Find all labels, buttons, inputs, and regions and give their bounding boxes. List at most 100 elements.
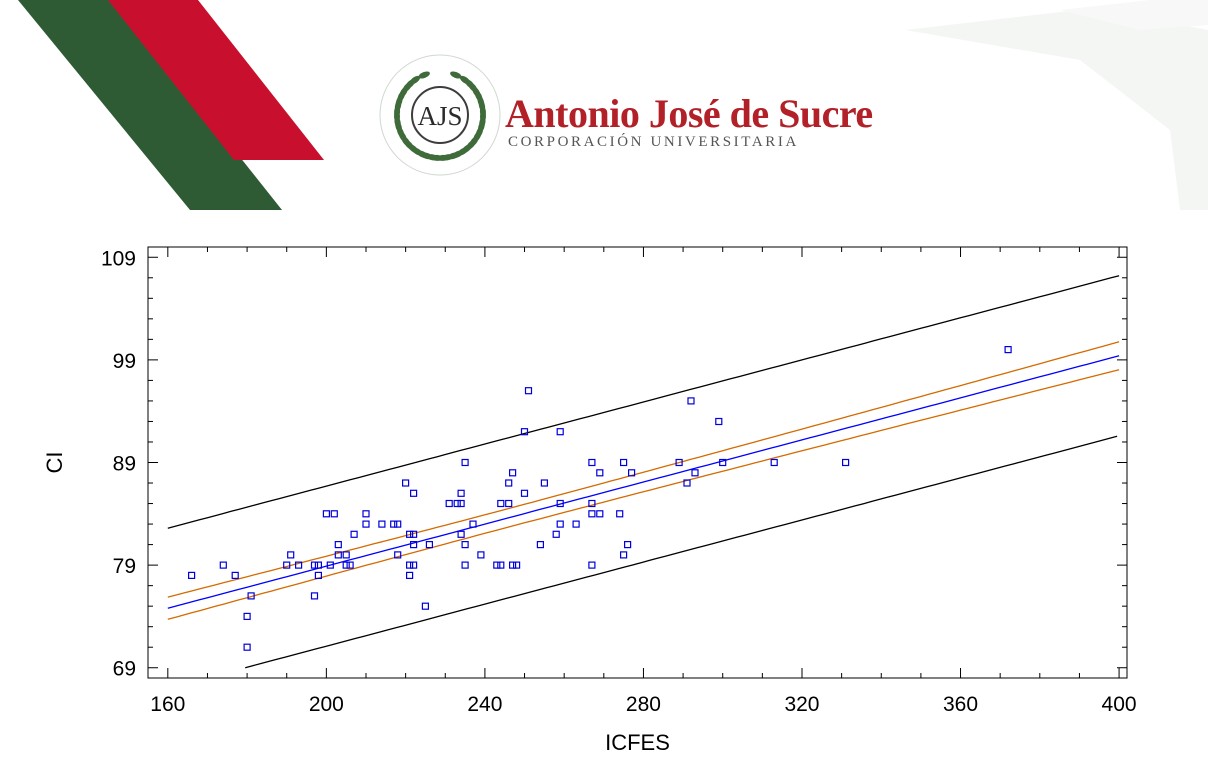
x-tick-label: 160 <box>150 693 185 716</box>
data-point <box>219 561 227 569</box>
green-stripe <box>18 0 282 210</box>
data-point <box>350 530 358 538</box>
data-point <box>342 551 350 559</box>
confidence-upper <box>167 341 1120 598</box>
data-point <box>461 561 469 569</box>
data-point <box>314 571 322 579</box>
laurel-leaf <box>479 116 486 129</box>
laurel-leaf <box>475 126 484 138</box>
data-point <box>556 499 564 508</box>
data-point <box>588 510 596 518</box>
data-point <box>520 489 529 497</box>
data-point <box>322 510 330 518</box>
data-point <box>406 561 414 569</box>
data-point <box>394 520 402 528</box>
data-point <box>520 428 529 436</box>
header-graphics: AJS <box>18 0 1208 210</box>
data-point <box>619 551 628 559</box>
data-point <box>425 541 433 549</box>
data-point <box>588 561 596 569</box>
axis-ticks: 160 200 240 280 320 360 400 69 79 89 99 109 <box>101 247 1137 716</box>
data-point <box>310 561 319 569</box>
x-axis-label: ICFES <box>605 730 670 755</box>
scatter-chart: 160 200 240 280 320 360 400 69 79 89 99 109 ICFES C… <box>42 246 1137 755</box>
laurel-leaf <box>418 71 430 79</box>
laurel-leaf <box>394 116 401 129</box>
laurel-leaf <box>451 150 464 158</box>
laurel-leaf <box>396 126 405 138</box>
data-point <box>406 530 414 538</box>
y-axis-label: CI <box>42 452 67 474</box>
data-point <box>406 571 414 579</box>
prediction-upper <box>167 275 1120 529</box>
data-point <box>505 499 513 508</box>
data-point <box>402 479 410 487</box>
data-point <box>556 428 564 436</box>
data-point <box>410 541 418 549</box>
prediction-lower <box>245 435 1118 669</box>
data-point <box>715 417 723 426</box>
plot-frame <box>147 246 1128 679</box>
laurel-leaf <box>401 136 411 147</box>
data-point <box>1004 346 1012 354</box>
data-point <box>536 541 545 549</box>
data-point <box>505 479 513 487</box>
data-point <box>346 561 354 569</box>
brand-subtitle: CORPORACIÓN UNIVERSITARIA <box>508 134 799 150</box>
data-point <box>687 397 695 405</box>
data-point <box>616 510 624 518</box>
data-point <box>683 479 691 487</box>
data-points <box>188 346 1012 651</box>
laurel-leaf <box>450 71 462 79</box>
laurel-leaf <box>416 150 429 158</box>
laurel-leaf <box>408 144 419 154</box>
y-tick-label: 109 <box>101 247 136 270</box>
data-point <box>314 561 322 569</box>
data-point <box>231 571 239 579</box>
data-point <box>497 561 505 569</box>
leaf-watermark <box>905 8 1208 210</box>
laurel-leaf <box>469 136 479 147</box>
laurel-wreath-icon <box>393 71 487 161</box>
data-point <box>512 561 521 569</box>
data-point <box>390 520 398 528</box>
data-point <box>457 489 465 497</box>
data-point <box>497 499 505 508</box>
data-point <box>524 387 533 395</box>
x-tick-label: 320 <box>784 693 819 716</box>
laurel-leaf <box>405 79 416 89</box>
data-point <box>243 612 251 620</box>
data-point <box>453 499 461 508</box>
data-point <box>675 458 683 467</box>
data-point <box>477 551 485 559</box>
laurel-leaf <box>461 144 472 154</box>
data-point <box>362 520 370 528</box>
data-point <box>247 592 255 600</box>
laurel-leaf <box>464 79 475 89</box>
data-point <box>362 510 370 518</box>
laurel-leaf <box>394 105 401 118</box>
data-point <box>410 489 418 497</box>
data-point <box>719 458 727 467</box>
laurel-leaf <box>395 95 403 108</box>
data-point <box>691 469 699 477</box>
data-point <box>295 561 303 569</box>
data-point <box>556 520 564 528</box>
data-point <box>410 561 418 569</box>
data-point <box>310 592 319 600</box>
data-point <box>509 561 517 569</box>
data-point <box>588 458 596 467</box>
laurel-leaf <box>479 105 486 118</box>
x-tick-label: 240 <box>467 693 502 716</box>
x-tick-label: 400 <box>1102 693 1137 716</box>
y-tick-label: 69 <box>113 658 136 681</box>
data-point <box>770 458 778 467</box>
data-point <box>283 561 291 569</box>
header-banner: AJS Antonio José de Sucre CORPORACIÓN UN… <box>0 0 1208 215</box>
data-point <box>334 551 342 559</box>
brand-name: Antonio José de Sucre <box>505 91 873 136</box>
data-point <box>421 602 429 610</box>
confidence-lower <box>167 369 1120 620</box>
data-point <box>623 541 632 549</box>
laurel-leaf <box>441 154 454 161</box>
